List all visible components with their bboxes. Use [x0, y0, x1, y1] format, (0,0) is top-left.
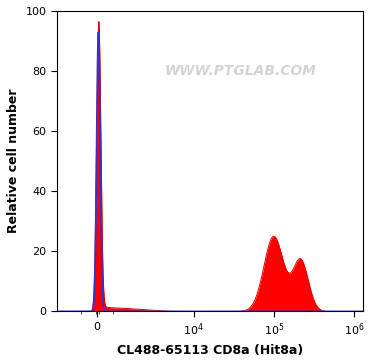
X-axis label: CL488-65113 CD8a (Hit8a): CL488-65113 CD8a (Hit8a) — [117, 344, 303, 357]
Y-axis label: Relative cell number: Relative cell number — [7, 89, 20, 233]
Text: WWW.PTGLAB.COM: WWW.PTGLAB.COM — [165, 64, 317, 78]
